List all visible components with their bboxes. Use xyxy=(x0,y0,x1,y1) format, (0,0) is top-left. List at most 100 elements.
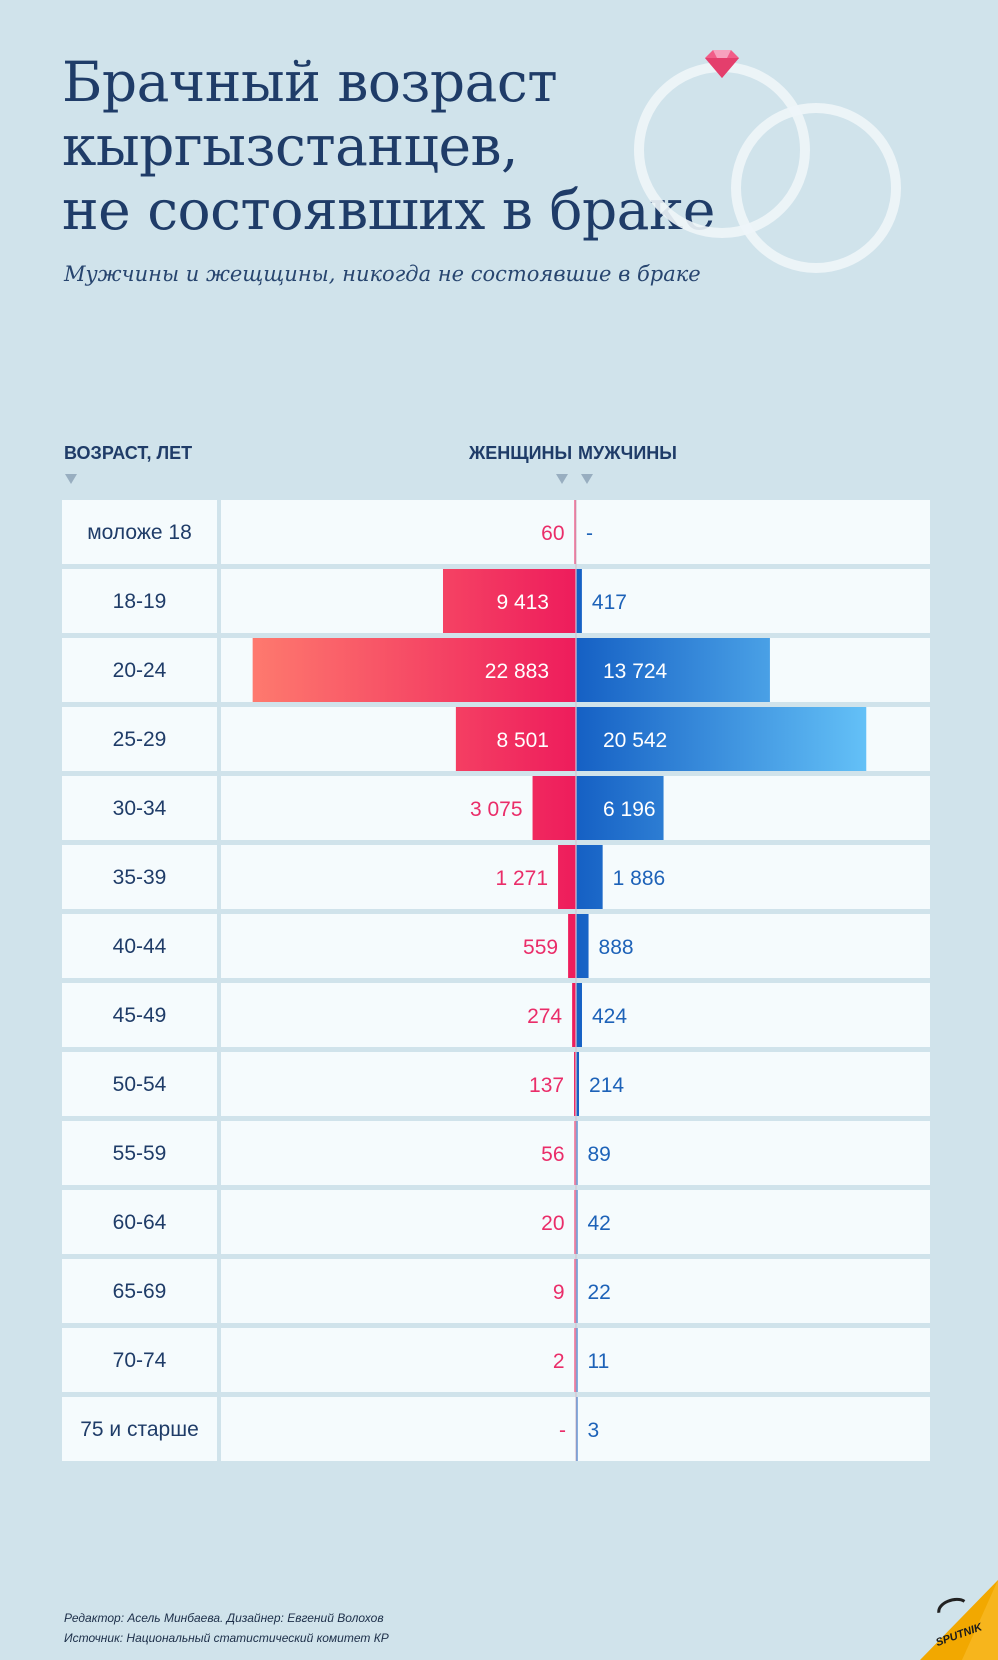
women-value-label: 274 xyxy=(527,1005,562,1028)
men-bar xyxy=(576,1052,580,1116)
age-cell xyxy=(62,776,217,840)
women-bar xyxy=(568,914,576,978)
men-value-label: 214 xyxy=(589,1074,624,1097)
women-value-label: 137 xyxy=(529,1074,564,1097)
men-bar xyxy=(576,1190,578,1254)
women-value-label: 9 413 xyxy=(496,591,549,614)
age-cell xyxy=(62,1397,217,1461)
women-bar xyxy=(455,707,576,771)
women-bar xyxy=(574,1259,576,1323)
women-bar xyxy=(442,569,576,633)
women-column-header: ЖЕНЩИНЫ xyxy=(469,443,573,463)
women-bar xyxy=(252,638,576,702)
men-value-label: 22 xyxy=(588,1281,611,1304)
men-bar xyxy=(576,845,603,909)
women-bar xyxy=(572,983,576,1047)
women-value-label: 60 xyxy=(541,522,564,545)
age-cell xyxy=(62,914,217,978)
women-value-label: - xyxy=(559,1419,566,1442)
men-value-label: - xyxy=(586,522,593,545)
age-cell xyxy=(62,1259,217,1323)
credits-editor: Редактор: Асель Минбаева. Дизайнер: Евге… xyxy=(64,1611,384,1625)
men-value-label: 1 886 xyxy=(613,867,666,890)
women-value-label: 22 883 xyxy=(485,660,549,683)
women-value-label: 56 xyxy=(541,1143,564,1166)
chart-title: Брачный возраст кыргызстанцев, не состоя… xyxy=(62,50,782,242)
men-value-label: 6 196 xyxy=(603,798,656,821)
men-value-label: 42 xyxy=(588,1212,611,1235)
title-line-2: кыргызстанцев, xyxy=(62,114,519,178)
age-cell xyxy=(62,707,217,771)
women-bar xyxy=(574,1121,576,1185)
women-bar xyxy=(574,1328,576,1392)
men-bar xyxy=(576,569,582,633)
age-label: 75 и старше xyxy=(80,1418,199,1441)
women-value-label: 20 xyxy=(541,1212,564,1235)
men-bar xyxy=(576,914,589,978)
age-label: 45-49 xyxy=(113,1004,167,1027)
age-label: 30-34 xyxy=(113,797,167,820)
women-value-label: 3 075 xyxy=(470,798,523,821)
age-label: моложе 18 xyxy=(87,521,192,544)
wedding-rings-icon xyxy=(634,50,901,273)
women-value-label: 9 xyxy=(553,1281,565,1304)
title-line-3: не состоявших в браке xyxy=(62,178,715,242)
age-cell xyxy=(62,1190,217,1254)
diamond-icon xyxy=(705,50,739,78)
age-cell xyxy=(62,845,217,909)
age-cell xyxy=(62,1328,217,1392)
women-bar xyxy=(574,500,576,564)
women-value-label: 559 xyxy=(523,936,558,959)
age-cell xyxy=(62,500,217,564)
sputnik-logo: SPUTNIK xyxy=(920,1580,998,1660)
age-label: 25-29 xyxy=(113,728,167,751)
women-bar xyxy=(574,1052,576,1116)
men-value-label: 417 xyxy=(592,591,627,614)
women-bar xyxy=(574,1190,576,1254)
credits: Редактор: Асель Минбаева. Дизайнер: Евге… xyxy=(64,1608,389,1648)
men-bar xyxy=(576,1397,578,1461)
men-bar xyxy=(576,707,867,771)
men-value-label: 424 xyxy=(592,1005,627,1028)
title-line-1: Брачный возраст xyxy=(62,50,558,114)
age-label: 65-69 xyxy=(113,1280,167,1303)
age-label: 18-19 xyxy=(113,590,167,613)
age-cell xyxy=(62,983,217,1047)
age-label: 70-74 xyxy=(113,1349,167,1372)
women-value-label: 1 271 xyxy=(495,867,548,890)
credits-source: Источник: Национальный статистический ко… xyxy=(64,1631,389,1645)
men-value-label: 11 xyxy=(588,1350,610,1373)
men-value-label: 20 542 xyxy=(603,729,667,752)
men-column-header: МУЖЧИНЫ xyxy=(578,443,677,463)
age-label: 55-59 xyxy=(113,1142,167,1165)
age-cell xyxy=(62,638,217,702)
women-bar xyxy=(532,776,576,840)
women-arrow-icon xyxy=(556,474,568,484)
age-cell xyxy=(62,1121,217,1185)
men-value-label: 13 724 xyxy=(603,660,668,683)
women-value-label: 8 501 xyxy=(496,729,549,752)
women-bar xyxy=(558,845,576,909)
age-cell xyxy=(62,569,217,633)
men-value-label: 3 xyxy=(588,1419,600,1442)
age-label: 50-54 xyxy=(113,1073,167,1096)
men-value-label: 89 xyxy=(588,1143,611,1166)
men-arrow-icon xyxy=(581,474,593,484)
chart-subtitle: Мужчины и жещщины, никогда не состоявшие… xyxy=(64,262,701,286)
age-column-header: ВОЗРАСТ, ЛЕТ xyxy=(64,443,193,463)
men-bar xyxy=(576,1328,578,1392)
men-value-label: 888 xyxy=(599,936,634,959)
women-value-label: 2 xyxy=(553,1350,565,1373)
men-bar xyxy=(576,776,664,840)
men-bar xyxy=(576,983,582,1047)
age-cell xyxy=(62,1052,217,1116)
age-label: 35-39 xyxy=(113,866,167,889)
men-bar xyxy=(576,638,770,702)
age-arrow-icon xyxy=(65,474,77,484)
age-label: 20-24 xyxy=(113,659,167,682)
men-bar xyxy=(576,1121,578,1185)
age-label: 40-44 xyxy=(113,935,167,958)
men-bar xyxy=(576,1259,578,1323)
